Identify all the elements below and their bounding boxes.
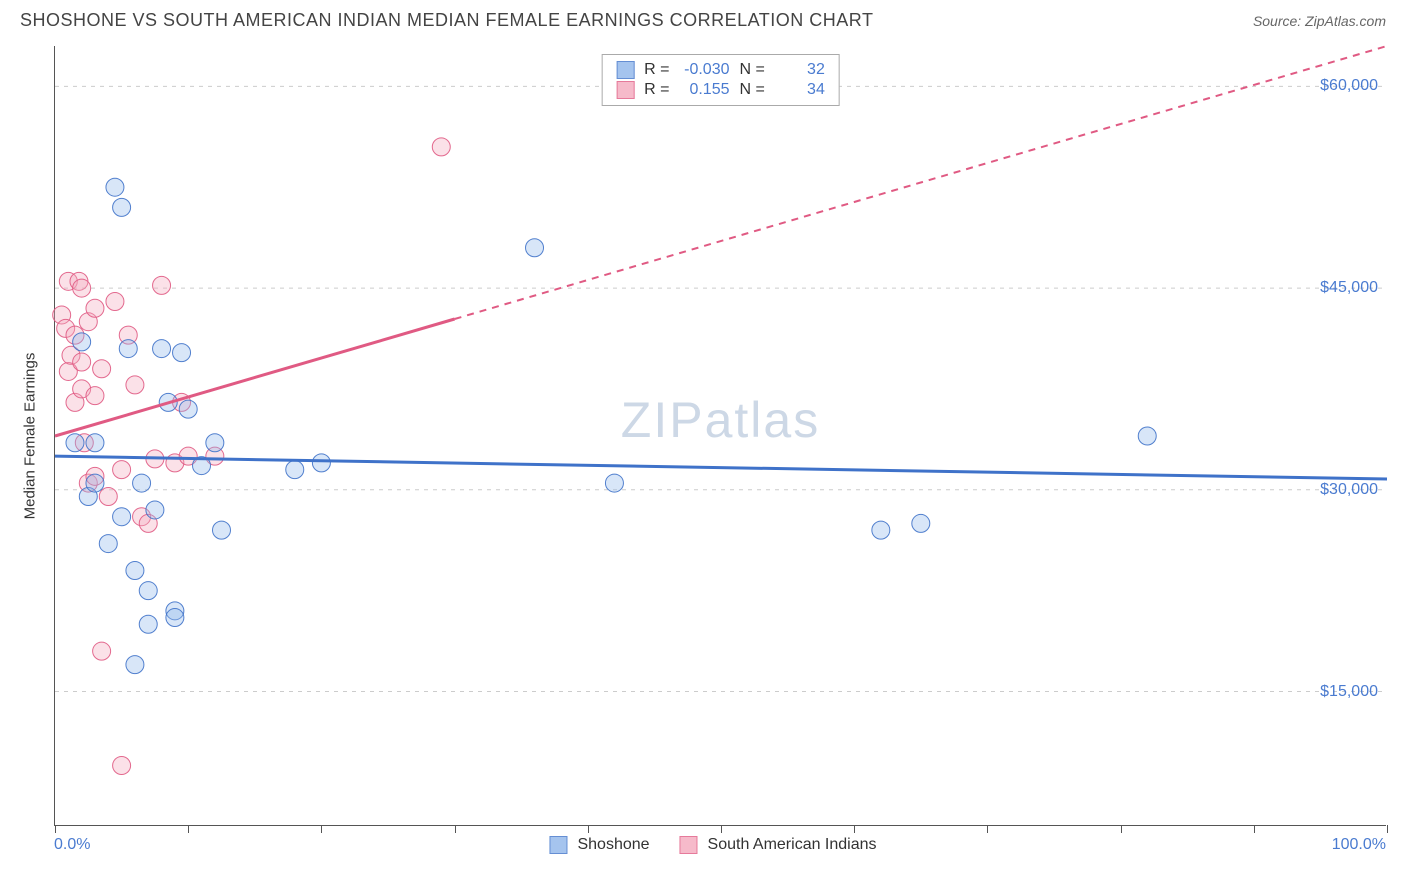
y-tick-label: $45,000 — [1320, 279, 1378, 297]
trend-line-dashed — [455, 46, 1387, 319]
legend-row-shoshone: R = -0.030 N = 32 — [616, 61, 825, 79]
x-tick — [588, 825, 589, 833]
x-axis-min-label: 0.0% — [54, 836, 90, 854]
x-tick — [854, 825, 855, 833]
y-axis-label: Median Female Earnings — [22, 353, 39, 520]
swatch-shoshone — [616, 61, 634, 79]
legend-row-sai: R = 0.155 N = 34 — [616, 81, 825, 99]
y-tick-label: $30,000 — [1320, 481, 1378, 499]
legend-item-sai: South American Indians — [680, 836, 877, 854]
x-tick — [321, 825, 322, 833]
x-tick — [1387, 825, 1388, 833]
r-value-shoshone: -0.030 — [680, 61, 730, 79]
n-label: N = — [740, 81, 765, 99]
page-title: SHOSHONE VS SOUTH AMERICAN INDIAN MEDIAN… — [20, 10, 873, 31]
swatch-shoshone — [549, 836, 567, 854]
x-axis-max-label: 100.0% — [1332, 836, 1386, 854]
y-tick-label: $60,000 — [1320, 77, 1378, 95]
swatch-sai — [680, 836, 698, 854]
chart-container: Median Female Earnings ZIPatlas R = -0.0… — [40, 46, 1386, 826]
trend-line — [55, 456, 1387, 479]
y-tick-label: $15,000 — [1320, 683, 1378, 701]
r-label: R = — [644, 61, 669, 79]
series-label-sai: South American Indians — [708, 836, 877, 854]
x-tick — [455, 825, 456, 833]
x-tick — [1254, 825, 1255, 833]
r-value-sai: 0.155 — [680, 81, 730, 99]
lines-layer — [55, 46, 1386, 825]
legend-stats: R = -0.030 N = 32 R = 0.155 N = 34 — [601, 54, 840, 106]
r-label: R = — [644, 81, 669, 99]
x-tick — [1121, 825, 1122, 833]
n-value-sai: 34 — [775, 81, 825, 99]
x-tick — [721, 825, 722, 833]
source-label: Source: ZipAtlas.com — [1253, 13, 1386, 29]
legend-item-shoshone: Shoshone — [549, 836, 649, 854]
trend-line — [55, 319, 455, 436]
plot-area: ZIPatlas R = -0.030 N = 32 R = 0.155 N =… — [54, 46, 1386, 826]
n-label: N = — [740, 61, 765, 79]
n-value-shoshone: 32 — [775, 61, 825, 79]
legend-series: Shoshone South American Indians — [549, 836, 876, 854]
x-tick — [188, 825, 189, 833]
swatch-sai — [616, 81, 634, 99]
series-label-shoshone: Shoshone — [577, 836, 649, 854]
x-tick — [987, 825, 988, 833]
x-tick — [55, 825, 56, 833]
